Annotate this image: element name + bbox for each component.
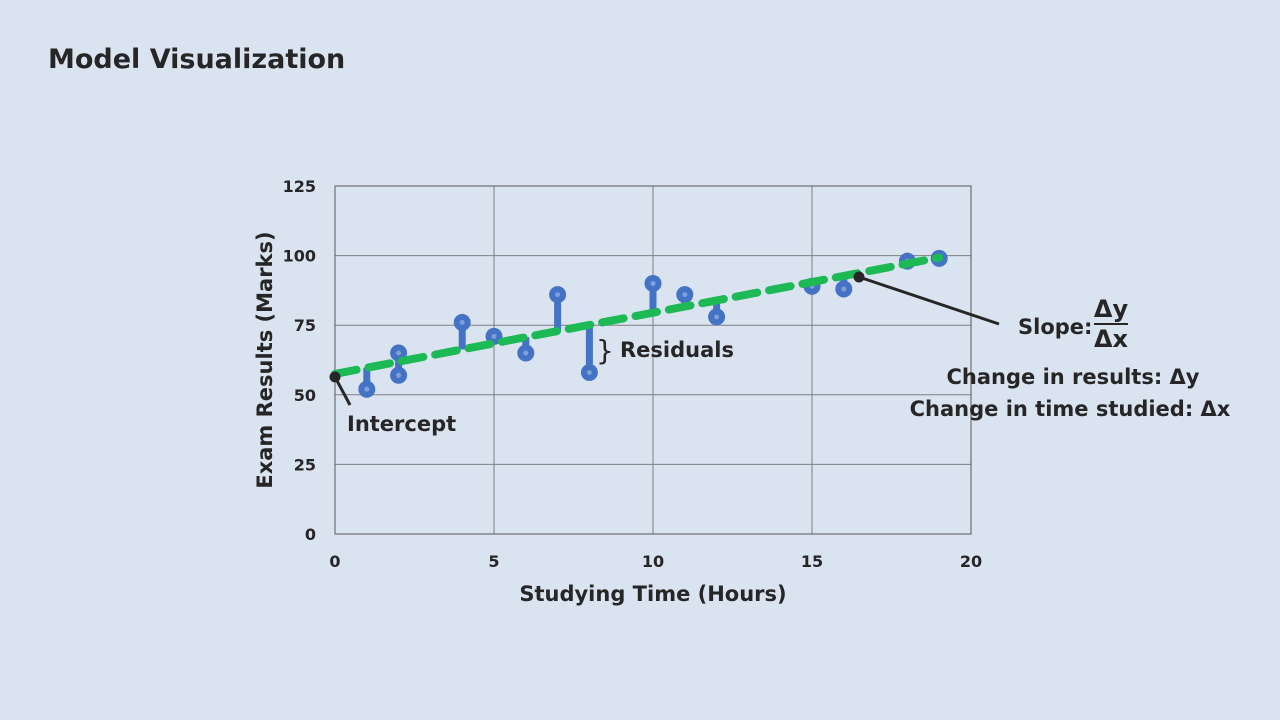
x-tick-label: 0: [329, 552, 340, 571]
intercept-label: Intercept: [347, 412, 456, 436]
change-in-time-label: Change in time studied: Δx: [910, 397, 1231, 421]
regression-line: [331, 253, 944, 378]
data-point-center: [364, 386, 370, 392]
change-in-results-label: Change in results: Δy: [947, 365, 1200, 389]
data-point-center: [714, 314, 720, 320]
y-tick-label: 50: [294, 386, 316, 405]
y-tick-label: 0: [305, 525, 316, 544]
data-point-center: [555, 292, 561, 298]
data-point-center: [682, 292, 688, 298]
slope-numerator: Δy: [1094, 295, 1129, 323]
data-point-center: [459, 319, 465, 325]
data-point-center: [491, 333, 497, 339]
x-axis-label: Studying Time (Hours): [519, 582, 786, 606]
x-tick-label: 10: [642, 552, 664, 571]
slope-label: Slope:: [1018, 315, 1092, 339]
y-tick-label: 100: [283, 247, 316, 266]
data-point-center: [586, 370, 592, 376]
data-point-center: [841, 286, 847, 292]
data-point-center: [650, 280, 656, 286]
x-tick-label: 20: [960, 552, 982, 571]
annotations: Intercept } Residuals Slope: Δy Δx Chang…: [329, 271, 1231, 436]
data-point-center: [523, 350, 529, 356]
residuals-label: Residuals: [620, 338, 734, 362]
x-tick-label: 5: [488, 552, 499, 571]
intercept-pointer-dot: [329, 371, 341, 383]
slope-pointer-line: [858, 275, 1000, 326]
slide-title: Model Visualization: [48, 44, 346, 75]
y-tick-label: 125: [283, 177, 316, 196]
residual-bracket: }: [596, 334, 614, 367]
y-tick-label: 75: [294, 316, 316, 335]
slope-pointer-dot: [853, 271, 865, 283]
y-axis-label: Exam Results (Marks): [253, 231, 277, 488]
data-point-center: [396, 372, 402, 378]
regression-line-group: [331, 253, 944, 378]
y-tick-labels: 0 25 50 75 100 125: [283, 177, 316, 544]
data-point-center: [396, 350, 402, 356]
x-tick-labels: 0 5 10 15 20: [329, 552, 982, 571]
plot-area-border: [334, 185, 972, 535]
slope-denominator: Δx: [1094, 325, 1129, 353]
x-tick-label: 15: [801, 552, 823, 571]
y-tick-label: 25: [294, 455, 316, 474]
